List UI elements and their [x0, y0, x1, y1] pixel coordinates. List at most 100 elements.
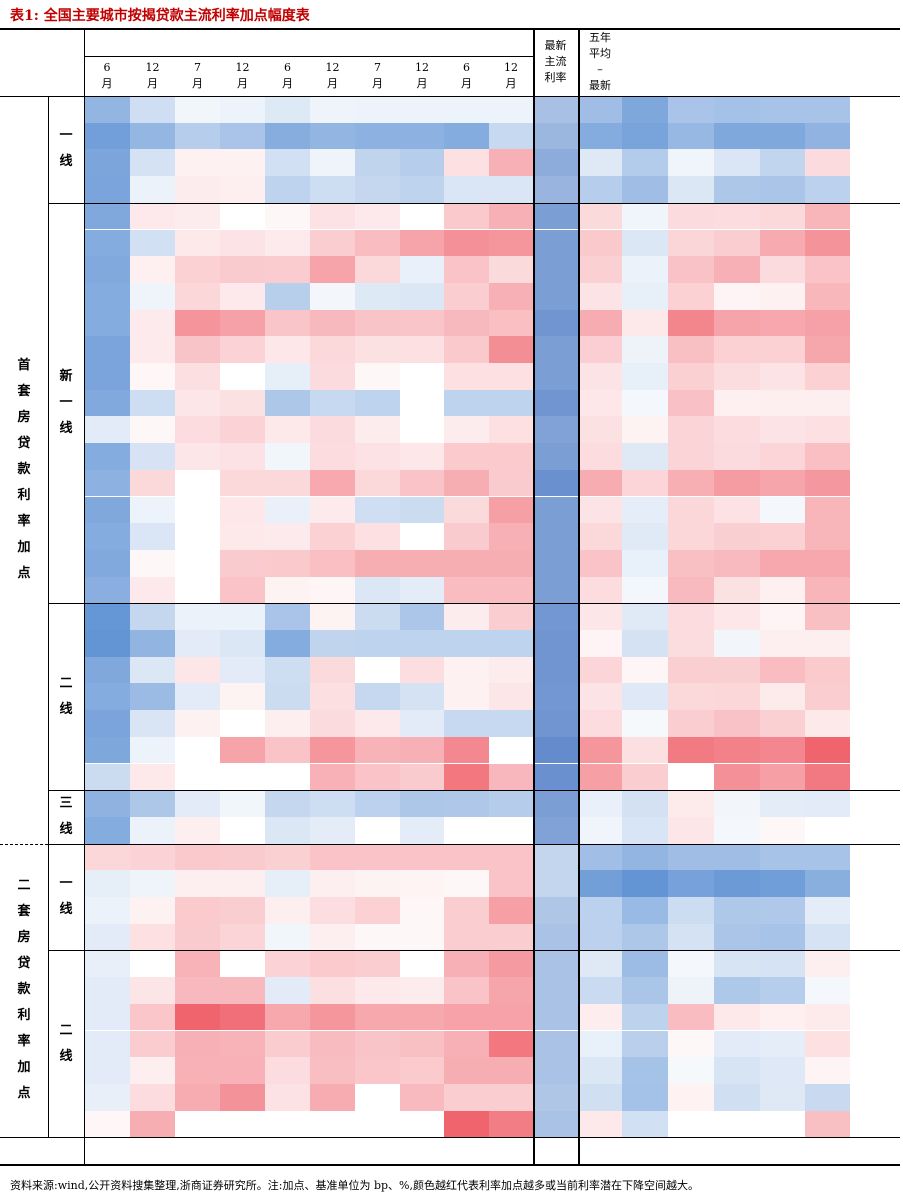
value-cell — [578, 736, 622, 764]
value-cell — [130, 416, 175, 444]
value-cell — [622, 790, 668, 817]
value-cell — [175, 870, 220, 897]
value-cell — [400, 656, 444, 684]
value-cell — [310, 443, 355, 470]
value-cell — [578, 870, 622, 897]
value-cell — [355, 870, 400, 897]
label-char: 一 — [59, 128, 73, 144]
value-cell — [355, 817, 400, 844]
value-cell — [714, 816, 760, 844]
value-cell — [265, 764, 310, 791]
value-cell — [760, 950, 805, 978]
value-cell — [175, 309, 220, 337]
value-cell — [578, 1030, 622, 1058]
value-cell — [805, 763, 850, 791]
value-cell — [310, 1057, 355, 1084]
value-cell — [400, 897, 444, 924]
value-cell — [714, 309, 760, 337]
value-cell — [668, 523, 714, 550]
label-char: 二 — [17, 878, 31, 894]
value-cell — [805, 523, 850, 550]
value-cell — [533, 843, 578, 871]
value-cell — [760, 1083, 805, 1111]
value-cell — [805, 923, 850, 951]
value-cell — [805, 870, 850, 897]
value-cell — [175, 443, 220, 470]
value-cell — [805, 603, 850, 630]
value-cell — [760, 683, 805, 711]
table-title: 表1: 全国主要城市按揭贷款主流利率加点幅度表 — [10, 8, 310, 24]
header-year — [84, 28, 175, 56]
grid-line — [578, 28, 580, 1164]
value-cell — [578, 149, 622, 177]
value-cell — [220, 363, 265, 390]
value-cell — [714, 897, 760, 924]
value-cell — [668, 923, 714, 951]
value-cell — [355, 763, 400, 791]
value-cell — [622, 122, 668, 150]
value-cell — [175, 710, 220, 737]
label-char: 利 — [17, 1008, 31, 1024]
value-cell — [444, 1003, 489, 1031]
value-cell — [805, 817, 850, 844]
value-cell — [760, 363, 805, 390]
value-cell — [760, 1030, 805, 1058]
value-cell — [130, 763, 175, 791]
value-cell — [805, 416, 850, 444]
value-cell — [175, 149, 220, 177]
value-cell — [578, 229, 622, 257]
base-cell — [130, 1137, 175, 1164]
value-cell — [533, 576, 578, 604]
value-cell — [175, 202, 220, 230]
value-cell — [355, 416, 400, 444]
value-cell — [84, 443, 130, 470]
value-cell — [400, 149, 444, 177]
value-cell — [760, 630, 805, 657]
label-char: 贷 — [17, 435, 31, 451]
value-cell — [175, 523, 220, 550]
header-diff-year — [622, 32, 668, 54]
value-cell — [175, 737, 220, 764]
value-cell — [805, 149, 850, 177]
value-cell — [265, 870, 310, 897]
value-cell — [760, 523, 805, 550]
header-month: 12 月 — [400, 56, 444, 96]
value-cell — [805, 977, 850, 1004]
header-month-part: 12 — [235, 61, 250, 74]
value-cell — [84, 149, 130, 177]
value-cell — [444, 122, 489, 150]
value-cell — [355, 897, 400, 924]
value-cell — [310, 790, 355, 817]
value-cell — [622, 710, 668, 737]
value-cell — [444, 229, 489, 257]
value-cell — [355, 683, 400, 711]
value-cell — [265, 1003, 310, 1031]
value-cell — [444, 309, 489, 337]
value-cell — [265, 977, 310, 1004]
value-cell — [130, 656, 175, 684]
value-cell — [805, 256, 850, 283]
value-cell — [714, 336, 760, 363]
value-cell — [175, 336, 220, 363]
value-cell — [265, 656, 310, 684]
value-cell — [84, 496, 130, 524]
base-cell — [355, 1137, 400, 1164]
value-cell — [668, 256, 714, 283]
value-cell — [444, 416, 489, 444]
value-cell — [489, 229, 533, 257]
value-cell — [622, 496, 668, 524]
value-cell — [310, 149, 355, 177]
value-cell — [760, 416, 805, 444]
value-cell — [578, 549, 622, 577]
value-cell — [533, 363, 578, 390]
value-cell — [130, 843, 175, 871]
value-cell — [760, 923, 805, 951]
header-text-part: 利率 — [544, 71, 567, 84]
value-cell — [400, 950, 444, 977]
value-cell — [668, 816, 714, 844]
label-char: 套 — [17, 383, 31, 399]
value-cell — [489, 176, 533, 203]
value-cell — [622, 843, 668, 871]
